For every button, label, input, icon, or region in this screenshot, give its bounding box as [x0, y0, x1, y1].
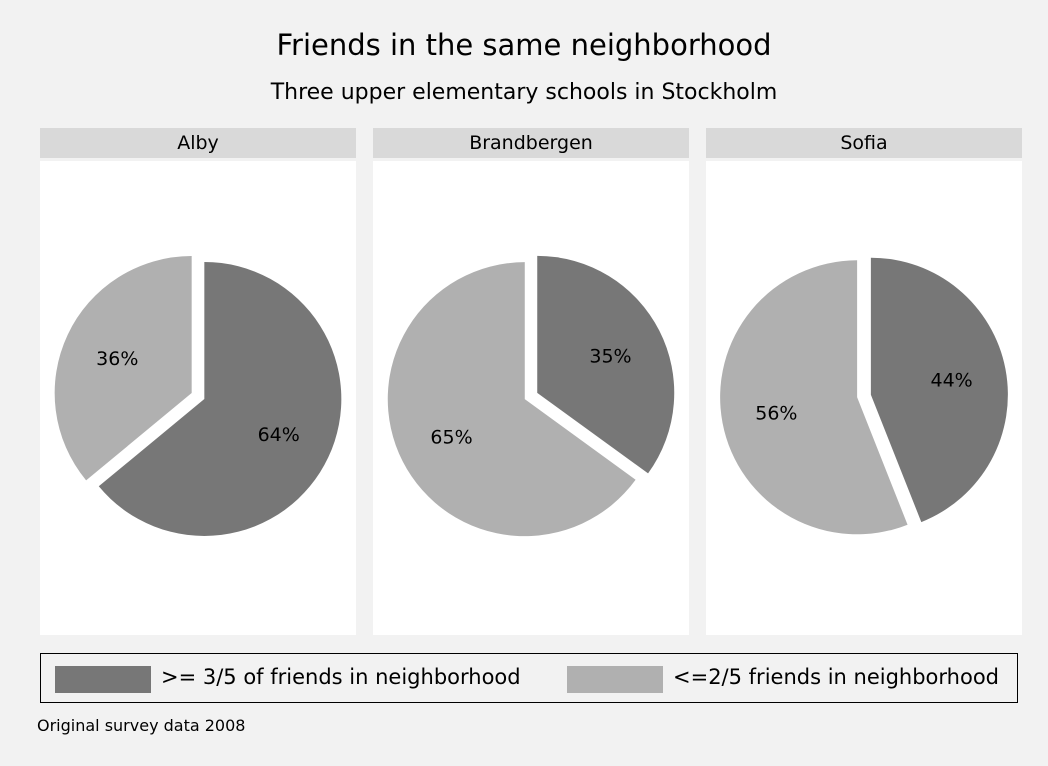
- pie-slice: [870, 257, 1008, 523]
- slice-label: 35%: [589, 346, 631, 368]
- pie-area: 35% 65%: [373, 161, 689, 635]
- pie-chart-brandbergen: 35% 65%: [387, 255, 675, 537]
- pie-chart-sofia: 44% 56%: [720, 257, 1008, 535]
- pie-chart-alby: 64% 36%: [54, 256, 342, 536]
- pie-area: 44% 56%: [706, 161, 1022, 635]
- slice-label: 44%: [931, 369, 973, 391]
- pie-area: 64% 36%: [40, 161, 356, 635]
- slice-label: 65%: [430, 426, 472, 448]
- panel-title: Alby: [40, 128, 356, 158]
- pie-slice: [720, 260, 908, 535]
- chart-legend: >= 3/5 of friends in neighborhood <=2/5 …: [40, 653, 1018, 703]
- chart-title: Friends in the same neighborhood: [276, 28, 772, 62]
- panel-title: Sofia: [706, 128, 1022, 158]
- panel-brandbergen: Brandbergen 35% 65%: [373, 128, 689, 635]
- pie-slice: [54, 256, 192, 481]
- legend-swatch: [567, 666, 663, 693]
- chart-subtitle: Three upper elementary schools in Stockh…: [270, 80, 778, 105]
- legend-label: >= 3/5 of friends in neighborhood: [161, 665, 521, 689]
- pie-slice: [537, 255, 675, 474]
- chart-note: Original survey data 2008: [37, 716, 246, 735]
- slice-label: 36%: [96, 348, 138, 370]
- slice-label: 56%: [755, 403, 797, 425]
- pie-slice: [98, 261, 342, 536]
- slice-label: 64%: [258, 424, 300, 446]
- panel-title: Brandbergen: [373, 128, 689, 158]
- panel-sofia: Sofia 44% 56%: [706, 128, 1022, 635]
- panel-alby: Alby 64% 36%: [40, 128, 356, 635]
- legend-label: <=2/5 friends in neighborhood: [673, 665, 1000, 689]
- pie-slice: [387, 262, 636, 537]
- legend-swatch: [55, 666, 151, 693]
